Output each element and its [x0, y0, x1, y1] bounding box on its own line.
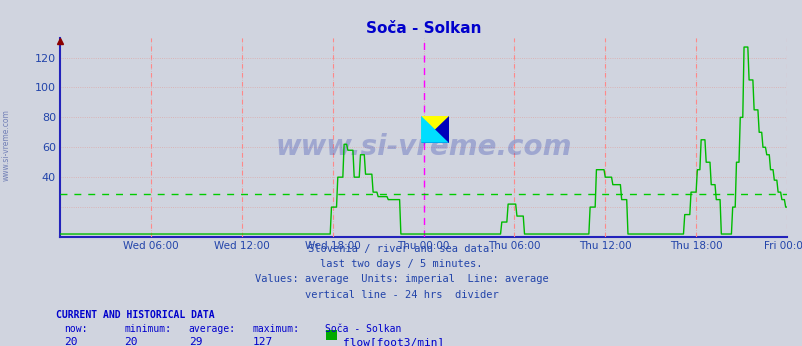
- Text: 20: 20: [64, 337, 78, 346]
- Text: now:: now:: [64, 324, 87, 334]
- Text: Slovenia / river and sea data.: Slovenia / river and sea data.: [307, 244, 495, 254]
- Title: Soča - Solkan: Soča - Solkan: [366, 20, 480, 36]
- Text: maximum:: maximum:: [253, 324, 300, 334]
- Bar: [420, 116, 448, 143]
- Text: 127: 127: [253, 337, 273, 346]
- Text: www.si-vreme.com: www.si-vreme.com: [275, 134, 571, 162]
- Text: 20: 20: [124, 337, 138, 346]
- Text: flow[foot3/min]: flow[foot3/min]: [342, 337, 444, 346]
- Text: minimum:: minimum:: [124, 324, 172, 334]
- Text: Soča - Solkan: Soča - Solkan: [325, 324, 401, 334]
- Text: 29: 29: [188, 337, 202, 346]
- Text: CURRENT AND HISTORICAL DATA: CURRENT AND HISTORICAL DATA: [56, 310, 215, 320]
- Text: vertical line - 24 hrs  divider: vertical line - 24 hrs divider: [304, 290, 498, 300]
- Polygon shape: [420, 116, 448, 143]
- Text: last two days / 5 minutes.: last two days / 5 minutes.: [320, 259, 482, 269]
- Text: www.si-vreme.com: www.si-vreme.com: [2, 109, 11, 181]
- Text: Values: average  Units: imperial  Line: average: Values: average Units: imperial Line: av…: [254, 274, 548, 284]
- Polygon shape: [420, 116, 448, 143]
- Text: average:: average:: [188, 324, 236, 334]
